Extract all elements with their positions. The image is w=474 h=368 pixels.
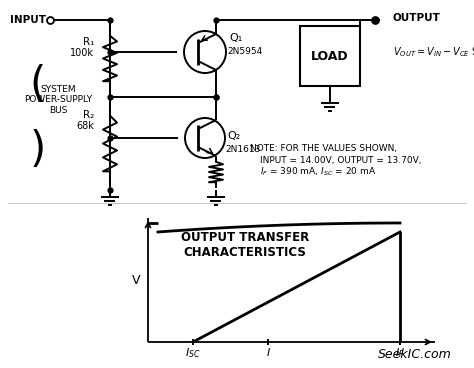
Text: SYSTEM
POWER-SUPPLY
BUS: SYSTEM POWER-SUPPLY BUS <box>24 85 92 115</box>
Text: SeekIC.com: SeekIC.com <box>378 348 452 361</box>
Text: 68k: 68k <box>76 121 94 131</box>
Text: (: ( <box>30 64 46 106</box>
Text: $I_F$: $I_F$ <box>395 346 405 360</box>
Text: Q₂: Q₂ <box>227 131 240 141</box>
Text: V: V <box>132 273 140 287</box>
Text: 2N5954: 2N5954 <box>227 47 262 57</box>
Text: $I_{SC}$: $I_{SC}$ <box>185 346 201 360</box>
Text: 2N1613: 2N1613 <box>225 145 260 155</box>
Text: NOTE: FOR THE VALUES SHOWN,: NOTE: FOR THE VALUES SHOWN, <box>250 144 397 152</box>
Text: INPUT: INPUT <box>10 15 46 25</box>
Text: OUTPUT: OUTPUT <box>393 13 441 23</box>
Text: Q₁: Q₁ <box>229 33 242 43</box>
Text: $V_{OUT}=V_{IN}-V_{CE}$ SAT $(Q_1)$: $V_{OUT}=V_{IN}-V_{CE}$ SAT $(Q_1)$ <box>393 45 474 59</box>
Text: R₂: R₂ <box>83 110 94 120</box>
Text: R₁: R₁ <box>82 37 94 47</box>
Text: INPUT = 14.00V, OUTPUT = 13.70V,: INPUT = 14.00V, OUTPUT = 13.70V, <box>260 156 421 164</box>
Text: 100k: 100k <box>70 48 94 58</box>
Text: ): ) <box>30 129 46 171</box>
Text: $I_F$ = 390 mA, $I_{SC}$ = 20 mA: $I_F$ = 390 mA, $I_{SC}$ = 20 mA <box>260 166 376 178</box>
Bar <box>300 26 360 86</box>
Text: LOAD: LOAD <box>311 50 349 63</box>
Text: OUTPUT TRANSFER
CHARACTERISTICS: OUTPUT TRANSFER CHARACTERISTICS <box>181 231 309 259</box>
Text: I: I <box>266 348 270 358</box>
